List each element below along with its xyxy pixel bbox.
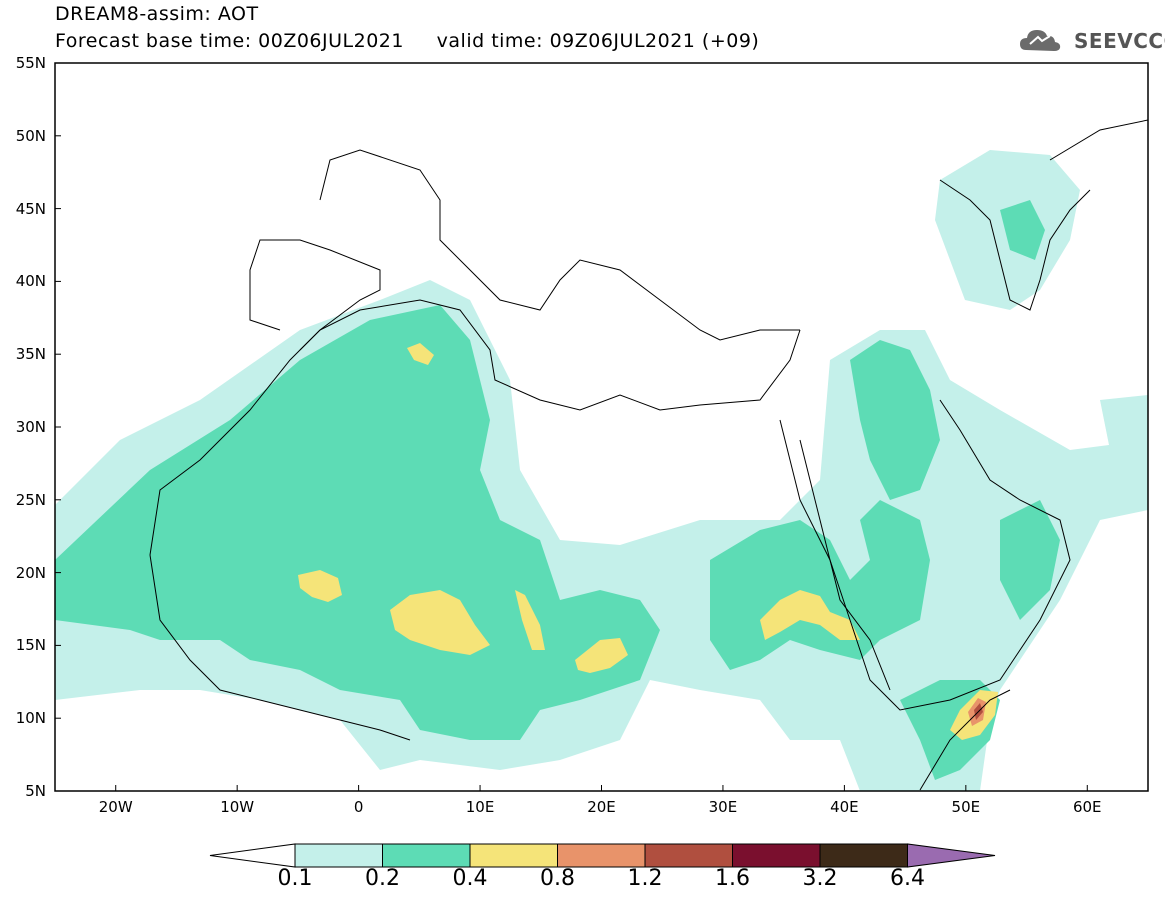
- aot-field-medium-caspian: [1000, 200, 1045, 260]
- coastlines: [149, 119, 1149, 791]
- lat-tick-label: 25N: [15, 490, 46, 509]
- lon-tick-label: 10E: [465, 798, 495, 816]
- colorbar-label: 0.2: [365, 866, 400, 891]
- lon-tick-label: 20E: [587, 798, 616, 816]
- lat-tick-label: 30N: [15, 418, 46, 436]
- map-title: DREAM8-assim: AOT: [55, 3, 259, 25]
- axis-ticks: [55, 62, 1088, 792]
- colorbar-label: 1.6: [715, 866, 750, 891]
- aot-field-medium-oman: [1000, 500, 1060, 620]
- colorbar-label: 3.2: [802, 866, 838, 891]
- lat-tick-label: 35N: [15, 345, 46, 364]
- lat-tick-label: 45N: [15, 199, 46, 218]
- lon-tick-label: 30E: [708, 798, 738, 816]
- seevccc-logo: [1020, 30, 1061, 51]
- cloud-icon: [1020, 30, 1061, 51]
- colorbar-label: 0.8: [540, 866, 575, 891]
- lat-tick-label: 40N: [15, 272, 46, 291]
- lon-tick-label: 60E: [1072, 798, 1102, 816]
- logo-text: SEEVCCC: [1074, 29, 1165, 53]
- lat-tick-label: 15N: [15, 636, 46, 655]
- lon-tick-label: 10W: [220, 798, 255, 816]
- colorbar-label: 0.4: [452, 866, 488, 891]
- lat-tick-label: 20N: [15, 563, 46, 582]
- lat-tick-label: 10N: [15, 709, 46, 728]
- lat-tick-label: 50N: [15, 126, 46, 145]
- aot-field-medium: [55, 305, 660, 740]
- colorbar-label: 6.4: [890, 866, 925, 891]
- aot-field-high-eritrea: [760, 590, 860, 640]
- lon-tick-label: 40E: [830, 798, 859, 816]
- aot-field-high-niger: [298, 570, 342, 602]
- lat-tick-label: 5N: [25, 782, 46, 800]
- colorbar-label: 0.1: [277, 866, 313, 891]
- aot-field-medium-iraq: [850, 340, 940, 500]
- lon-tick-label: 0: [353, 798, 364, 816]
- aot-field-light-east: [1100, 395, 1148, 450]
- lon-tick-label: 50E: [951, 798, 981, 816]
- lat-tick-label: 55N: [15, 54, 46, 72]
- colorbar-label: 1.2: [627, 866, 663, 891]
- forecast-time-line: Forecast base time: 00Z06JUL2021 valid t…: [55, 30, 760, 52]
- aot-field-high-mali: [390, 590, 490, 655]
- aot-field-high-sudan: [575, 638, 628, 673]
- aot-field-high-tunisia: [407, 343, 434, 365]
- aot-field-high-chad: [515, 590, 545, 650]
- lon-tick-label: 20W: [98, 798, 133, 816]
